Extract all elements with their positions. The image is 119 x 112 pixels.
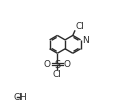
Text: O: O [44, 60, 51, 69]
Text: O: O [64, 60, 71, 69]
Text: H: H [19, 93, 26, 101]
Text: Cl: Cl [13, 93, 22, 101]
Text: Cl: Cl [53, 70, 62, 78]
Text: Cl: Cl [75, 22, 84, 31]
Text: N: N [82, 36, 89, 45]
Text: S: S [54, 59, 60, 69]
